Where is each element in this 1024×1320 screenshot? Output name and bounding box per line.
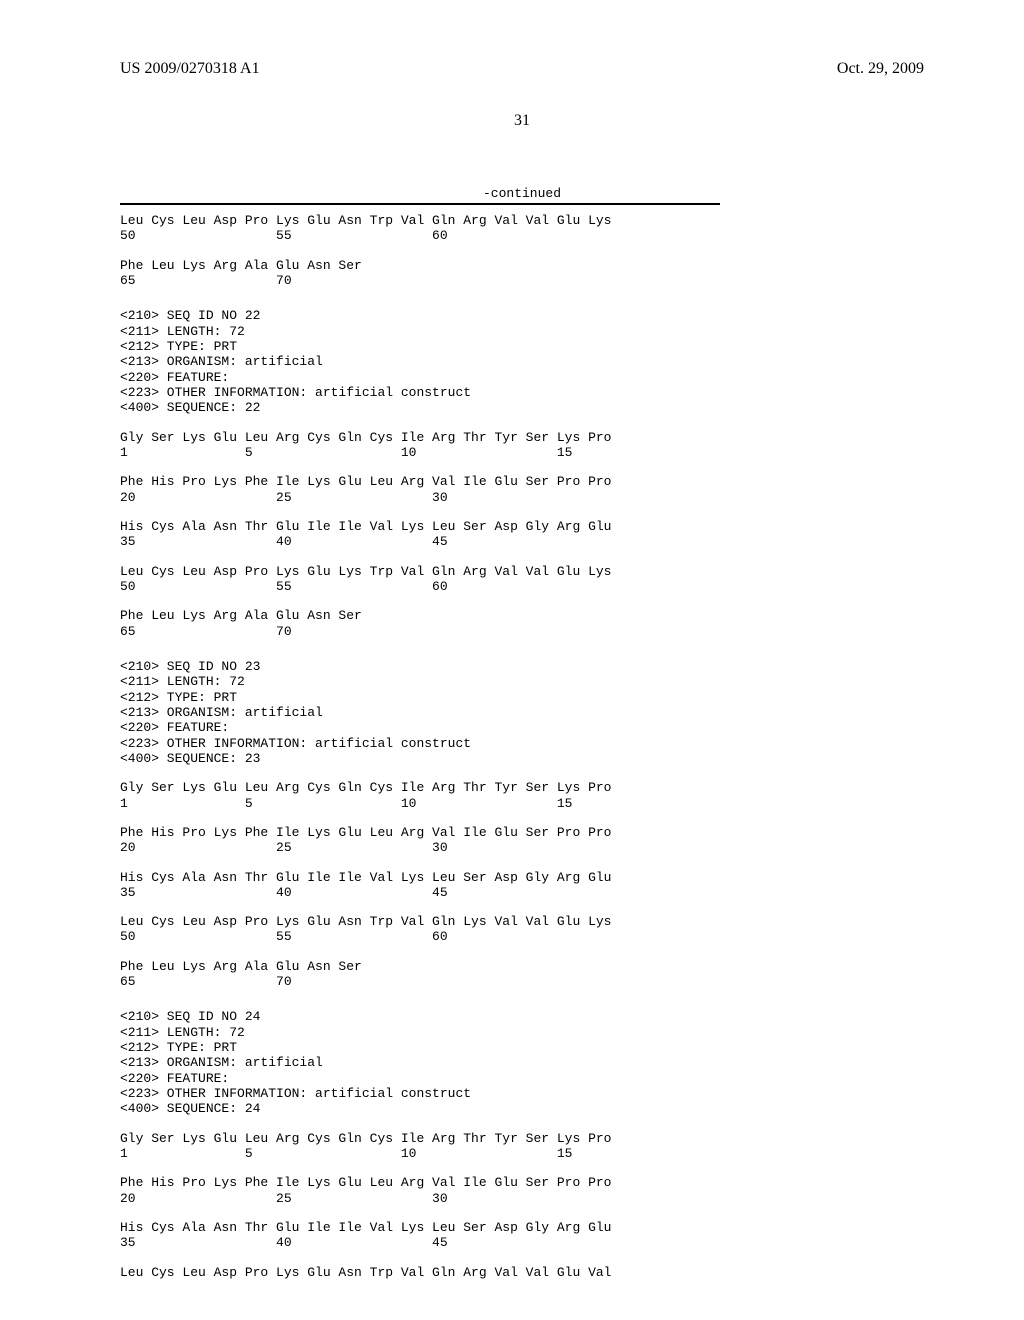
horizontal-rule: [120, 203, 720, 205]
sequence-block: <210> SEQ ID NO 22 <211> LENGTH: 72 <212…: [120, 308, 924, 400]
sequence-block: <400> SEQUENCE: 22: [120, 400, 924, 415]
publication-date: Oct. 29, 2009: [837, 60, 924, 78]
sequence-block: Phe His Pro Lys Phe Ile Lys Glu Leu Arg …: [120, 474, 924, 505]
sequence-listing: Leu Cys Leu Asp Pro Lys Glu Asn Trp Val …: [120, 213, 924, 1280]
sequence-block: <400> SEQUENCE: 23: [120, 751, 924, 766]
sequence-block: Phe His Pro Lys Phe Ile Lys Glu Leu Arg …: [120, 1175, 924, 1206]
patent-page: US 2009/0270318 A1 Oct. 29, 2009 31 -con…: [0, 0, 1024, 1320]
sequence-block: Phe Leu Lys Arg Ala Glu Asn Ser 65 70: [120, 258, 924, 289]
sequence-block: Leu Cys Leu Asp Pro Lys Glu Asn Trp Val …: [120, 213, 924, 244]
sequence-block: Leu Cys Leu Asp Pro Lys Glu Asn Trp Val …: [120, 1265, 924, 1280]
running-header: US 2009/0270318 A1 Oct. 29, 2009: [120, 60, 924, 78]
sequence-block: Phe His Pro Lys Phe Ile Lys Glu Leu Arg …: [120, 825, 924, 856]
sequence-block: Phe Leu Lys Arg Ala Glu Asn Ser 65 70: [120, 959, 924, 990]
continued-label: -continued: [120, 186, 924, 201]
sequence-block: His Cys Ala Asn Thr Glu Ile Ile Val Lys …: [120, 519, 924, 550]
sequence-block: Gly Ser Lys Glu Leu Arg Cys Gln Cys Ile …: [120, 780, 924, 811]
sequence-block: Phe Leu Lys Arg Ala Glu Asn Ser 65 70: [120, 608, 924, 639]
sequence-block: Gly Ser Lys Glu Leu Arg Cys Gln Cys Ile …: [120, 1131, 924, 1162]
publication-number: US 2009/0270318 A1: [120, 60, 260, 78]
page-number: 31: [120, 112, 924, 130]
sequence-block: Leu Cys Leu Asp Pro Lys Glu Asn Trp Val …: [120, 914, 924, 945]
sequence-block: His Cys Ala Asn Thr Glu Ile Ile Val Lys …: [120, 1220, 924, 1251]
sequence-block: Leu Cys Leu Asp Pro Lys Glu Lys Trp Val …: [120, 564, 924, 595]
sequence-block: Gly Ser Lys Glu Leu Arg Cys Gln Cys Ile …: [120, 430, 924, 461]
sequence-block: His Cys Ala Asn Thr Glu Ile Ile Val Lys …: [120, 870, 924, 901]
sequence-block: <210> SEQ ID NO 24 <211> LENGTH: 72 <212…: [120, 1009, 924, 1101]
sequence-block: <210> SEQ ID NO 23 <211> LENGTH: 72 <212…: [120, 659, 924, 751]
sequence-block: <400> SEQUENCE: 24: [120, 1101, 924, 1116]
